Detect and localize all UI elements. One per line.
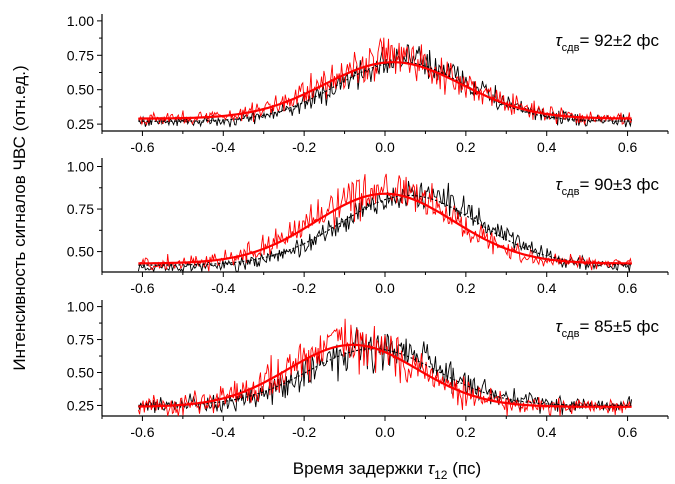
chart-panel-3: -0.6 -0.4 -0.2 0.0 0.2 0.4 0.6 0.25 0.50 0.75 1.00…	[67, 299, 669, 440]
chart-panels: -0.6 -0.4 -0.2 0.0 0.2 0.4 0.6 0.25 0.50 0.75 1.00…	[67, 13, 669, 440]
x-tick-label: -0.2	[292, 424, 316, 440]
chart-panel-1: -0.6 -0.4 -0.2 0.0 0.2 0.4 0.6 0.25 0.50 0.75 1.00…	[67, 13, 669, 155]
black-fit-curve	[138, 194, 632, 266]
x-axis-label-main: Время задержки	[293, 459, 428, 478]
x-tick-label: 0.6	[618, 280, 638, 296]
annotation-value: = 85±5 фс	[579, 317, 659, 336]
x-axis-label-unit: (пс)	[447, 459, 481, 478]
y-axis-label: Интенсивность сигналов ЧВС (отн.ед.)	[10, 65, 29, 370]
pulse-duration-annotation: τсдв= 90±3 фс	[555, 175, 659, 198]
y-tick-label: 0.75	[67, 201, 94, 217]
x-tick-label: -0.2	[292, 280, 316, 296]
x-tick-label: -0.4	[211, 424, 235, 440]
annotation-subscript: сдв	[562, 42, 580, 54]
y-tick-label: 0.25	[67, 116, 94, 132]
y-tick-label: 1.00	[67, 159, 94, 175]
y-tick-label: 0.25	[67, 397, 94, 413]
x-tick-label: 0.4	[537, 424, 557, 440]
x-tick-label: 0.0	[375, 280, 395, 296]
annotation-subscript: сдв	[562, 328, 580, 340]
x-tick-label: 0.2	[456, 424, 476, 440]
black-signal-series	[137, 180, 632, 274]
black-fit-curve	[138, 348, 632, 406]
pulse-duration-annotation: τсдв= 92±2 фс	[555, 31, 659, 54]
y-tick-label: 1.00	[67, 299, 94, 315]
red-fit-curve	[138, 192, 632, 265]
y-tick-label: 0.50	[67, 365, 94, 381]
x-tick-label: 0.0	[375, 424, 395, 440]
x-tick-label: -0.4	[211, 280, 235, 296]
x-tick-label: -0.6	[130, 424, 154, 440]
x-axis-label: Время задержки τ12 (пс)	[293, 459, 481, 482]
red-signal-series	[138, 37, 632, 126]
black-fit-curve	[138, 61, 632, 122]
x-tick-label: 0.6	[618, 139, 638, 155]
y-tick-label: 1.00	[67, 13, 94, 29]
x-tick-label: -0.6	[130, 280, 154, 296]
pulse-duration-annotation: τсдв= 85±5 фс	[555, 317, 659, 340]
annotation-symbol: τ	[555, 175, 563, 194]
x-axis-label-symbol: τ	[428, 459, 436, 478]
y-tick-label: 0.50	[67, 82, 94, 98]
x-tick-label: 0.0	[375, 139, 395, 155]
x-tick-label: 0.6	[618, 424, 638, 440]
y-tick-label: 0.75	[67, 47, 94, 63]
annotation-subscript: сдв	[562, 186, 580, 198]
chart-panel-2: -0.6 -0.4 -0.2 0.0 0.2 0.4 0.6 0.50 0.75 1.00 τсдв…	[67, 158, 669, 296]
annotation-symbol: τ	[555, 317, 563, 336]
annotation-value: = 92±2 фс	[579, 31, 659, 50]
x-tick-label: 0.4	[537, 139, 557, 155]
x-tick-label: 0.2	[456, 280, 476, 296]
x-tick-label: -0.4	[211, 139, 235, 155]
red-signal-series	[137, 318, 632, 417]
red-fit-curve	[138, 61, 632, 120]
x-tick-label: 0.4	[537, 280, 557, 296]
annotation-symbol: τ	[555, 31, 563, 50]
y-tick-label: 0.50	[67, 244, 94, 260]
x-tick-label: -0.2	[292, 139, 316, 155]
y-tick-label: 0.75	[67, 332, 94, 348]
annotation-value: = 90±3 фс	[579, 175, 659, 194]
x-tick-label: 0.2	[456, 139, 476, 155]
red-fit-curve	[138, 343, 632, 408]
x-axis-label-subscript: 12	[434, 468, 448, 482]
x-tick-label: -0.6	[130, 139, 154, 155]
